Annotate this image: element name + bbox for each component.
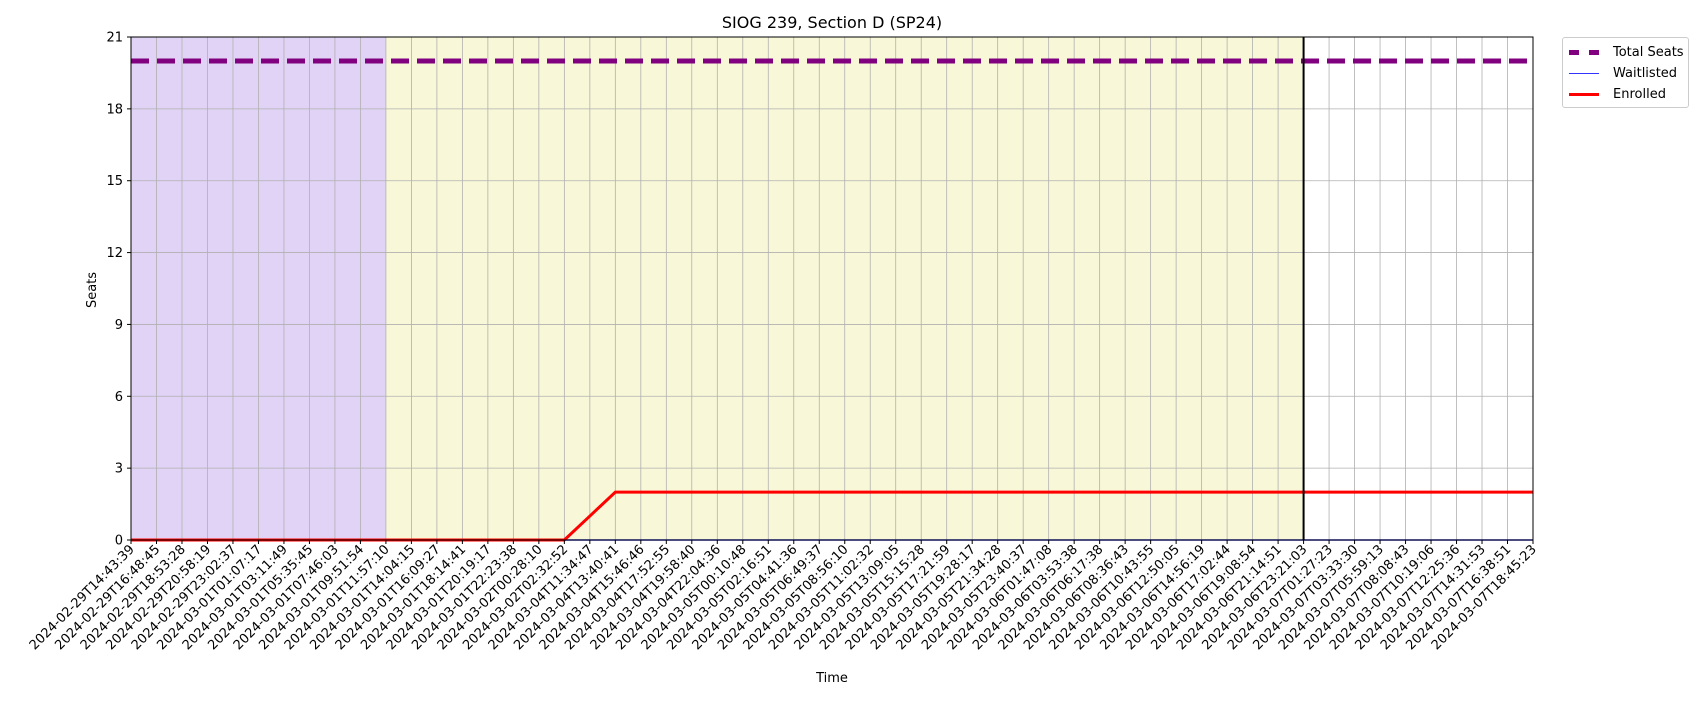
legend-item-waitlisted: Waitlisted xyxy=(1569,63,1677,83)
plot-frame xyxy=(130,36,1534,541)
y-tick-label: 3 xyxy=(115,462,123,477)
legend-swatch-total-seats xyxy=(1569,49,1599,55)
y-tick-label: 18 xyxy=(106,102,123,117)
y-tick-label: 6 xyxy=(115,390,123,405)
y-axis: 0 3 6 9 12 15 18 21 xyxy=(106,31,131,549)
chart-title: SIOG 239, Section D (SP24) xyxy=(722,13,942,32)
plot-area xyxy=(130,36,1534,542)
y-tick-label: 21 xyxy=(106,31,123,46)
legend-label-waitlisted: Waitlisted xyxy=(1613,65,1678,81)
x-axis: 2024-02-29T14:43:392024-02-29T16:48:4520… xyxy=(27,540,1540,653)
legend-item-enrolled: Enrolled xyxy=(1569,84,1666,104)
y-axis-label: Seats xyxy=(85,272,100,308)
legend-swatch-enrolled xyxy=(1569,92,1599,96)
x-axis-label: Time xyxy=(815,671,848,686)
y-tick-label: 15 xyxy=(106,174,123,189)
legend-label-enrolled: Enrolled xyxy=(1613,86,1666,102)
y-tick-label: 12 xyxy=(106,246,123,261)
y-tick-label: 0 xyxy=(115,534,123,549)
y-tick-label: 9 xyxy=(115,318,123,333)
legend: Total Seats Waitlisted Enrolled xyxy=(1562,37,1689,108)
legend-item-total-seats: Total Seats xyxy=(1569,42,1684,62)
legend-label-total-seats: Total Seats xyxy=(1613,44,1684,60)
grid xyxy=(130,36,1534,541)
legend-swatch-waitlisted xyxy=(1569,72,1599,74)
